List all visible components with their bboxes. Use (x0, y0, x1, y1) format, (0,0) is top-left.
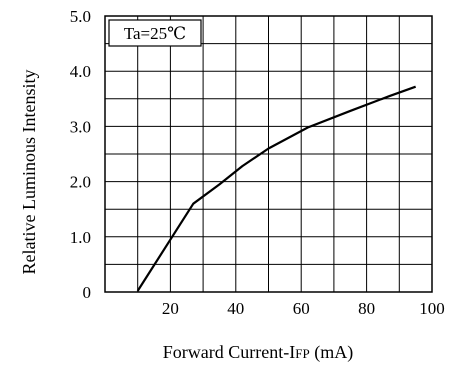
x-axis-label-unit: (mA) (310, 342, 354, 363)
y-tick-label: 1.0 (70, 228, 91, 247)
x-tick-label: 40 (227, 299, 244, 318)
x-tick-label: 60 (293, 299, 310, 318)
x-tick-labels: 20 40 60 80 100 (162, 299, 445, 318)
y-axis-label: Relative Luminous Intensity (19, 70, 39, 275)
x-axis-label-main: Forward Current-I (163, 342, 295, 362)
y-tick-labels: 0 1.0 2.0 3.0 4.0 5.0 (70, 7, 91, 302)
x-tick-label: 20 (162, 299, 179, 318)
series-line (138, 87, 416, 291)
series-group (138, 87, 416, 291)
x-axis-label: Forward Current-IFP (mA) (163, 342, 353, 363)
x-tick-label: 100 (419, 299, 445, 318)
annotation-text: Ta=25℃ (124, 24, 186, 43)
y-tick-label: 2.0 (70, 173, 91, 192)
x-axis-label-subscript: FP (295, 346, 309, 361)
y-tick-label: 3.0 (70, 117, 91, 136)
y-tick-label: 4.0 (70, 62, 91, 81)
annotation-box: Ta=25℃ (109, 20, 201, 46)
grid (105, 16, 432, 292)
y-tick-label: 0 (83, 283, 92, 302)
x-tick-label: 80 (358, 299, 375, 318)
y-tick-label: 5.0 (70, 7, 91, 26)
